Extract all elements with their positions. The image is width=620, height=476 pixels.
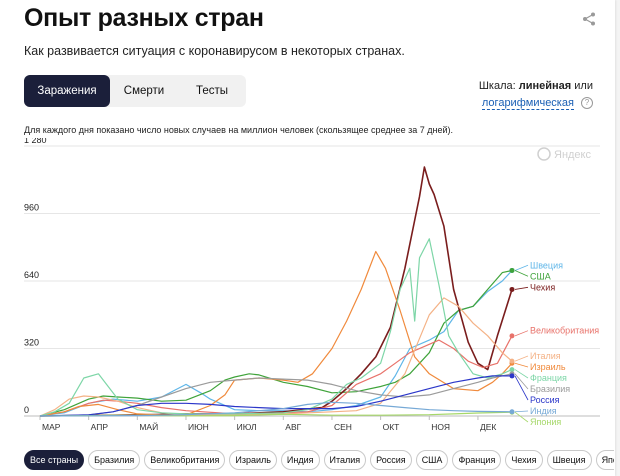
series-line-4	[39, 250, 513, 417]
y-tick-label: 960	[24, 203, 39, 213]
series-leader-5	[514, 355, 529, 362]
scale-switcher: Шкала: линейная или логарифмическая ?	[479, 80, 593, 110]
x-tick-label: ОКТ	[383, 422, 400, 432]
series-line-5	[39, 297, 513, 417]
line-chart: 0 320 640 960 1 280 МАР АПР МАЙ ИЮН ИЮЛ АВГ СЕН ОКТ Н…	[24, 138, 600, 432]
filter-sweden[interactable]: Швеция	[546, 450, 592, 470]
page-subtitle: Как развивается ситуация с коронавирусом…	[24, 44, 405, 58]
y-tick-label: 640	[24, 270, 39, 280]
y-tick-label: 320	[24, 338, 39, 348]
x-tick-label: АВГ	[285, 422, 301, 432]
x-tick-label: МАЙ	[139, 421, 158, 432]
series-label-5: Италия	[530, 351, 561, 361]
series-label-7: Бразилия	[530, 384, 570, 394]
series-label-3: Великобритания	[530, 326, 599, 336]
x-tick-label: СЕН	[334, 422, 352, 432]
series-leader-1	[514, 270, 529, 277]
filter-india[interactable]: Индия	[280, 450, 320, 470]
series-label-0: Швеция	[530, 260, 563, 270]
x-tick-label: АПР	[91, 422, 109, 432]
tab-tests[interactable]: Тесты	[195, 85, 229, 97]
tab-infections[interactable]: Заражения	[24, 75, 110, 107]
series-label-4: Израиль	[530, 362, 566, 372]
x-tick-label: НОЯ	[431, 422, 450, 432]
series-end-dot-1	[509, 267, 515, 273]
filter-france[interactable]: Франция	[452, 450, 502, 470]
metric-tabs: Заражения Смерти Тесты	[24, 75, 246, 107]
series-label-10: Индия	[530, 406, 557, 416]
series-label-9: Япония	[530, 417, 561, 427]
series-line-10	[39, 401, 513, 417]
series-end-dot-2	[509, 286, 515, 292]
series-label-1: США	[530, 271, 551, 281]
watermark-text: Яндекс	[554, 149, 591, 161]
series-leader-8	[514, 375, 529, 401]
series-end-dot-8	[509, 373, 515, 379]
series-leader-2	[514, 286, 529, 290]
series-leader-7	[514, 373, 529, 390]
series-label-2: Чехия	[530, 282, 555, 292]
series-leader-0	[514, 264, 529, 271]
filter-czechia[interactable]: Чехия	[505, 450, 543, 470]
series-end-dot-3	[509, 333, 515, 339]
filter-israel[interactable]: Израиль	[229, 450, 277, 470]
scale-or: или	[574, 80, 593, 92]
series-leader-6	[514, 369, 529, 379]
series-leader-9	[514, 411, 529, 423]
y-tick-label: 0	[24, 405, 29, 415]
series-end-dot-6	[509, 367, 515, 373]
page-title: Опыт разных стран	[24, 4, 264, 32]
series-leader-10	[514, 410, 529, 413]
series-line-3	[39, 335, 513, 417]
y-tick-label: 1 280	[24, 138, 47, 145]
series-end-dot-5	[509, 358, 515, 364]
filter-all-countries[interactable]: Все страны	[24, 450, 85, 470]
scale-current: линейная	[518, 80, 572, 92]
chart-note: Для каждого дня показано число новых слу…	[24, 125, 453, 135]
x-tick-label: ДЕК	[480, 422, 496, 432]
tab-deaths[interactable]: Смерти	[123, 85, 165, 97]
series-leader-4	[514, 362, 529, 368]
filter-italy[interactable]: Италия	[323, 450, 367, 470]
yandex-logo-icon	[537, 147, 551, 161]
series-line-2	[39, 166, 513, 417]
series-line-0	[39, 270, 513, 417]
filter-usa[interactable]: США	[415, 450, 449, 470]
series-line-1	[39, 269, 513, 417]
filter-japan[interactable]: Япония	[595, 450, 614, 470]
series-line-7	[39, 373, 513, 417]
series-leader-3	[514, 330, 529, 337]
scale-log-link[interactable]: логарифмическая	[481, 97, 574, 110]
scale-prefix: Шкала:	[478, 80, 516, 92]
series-line-8	[39, 375, 512, 417]
series-end-dot-10	[509, 409, 515, 415]
country-filters: Все страны Бразилия Великобритания Израи…	[24, 450, 614, 470]
filter-uk[interactable]: Великобритания	[144, 450, 226, 470]
x-tick-label: ИЮЛ	[237, 422, 257, 432]
series-label-8: Россия	[530, 395, 560, 405]
filter-russia[interactable]: Россия	[370, 450, 412, 470]
x-tick-label: МАР	[42, 422, 61, 432]
filter-brazil[interactable]: Бразилия	[88, 450, 141, 470]
x-tick-label: ИЮН	[188, 422, 209, 432]
scale-line: Шкала: линейная или	[479, 80, 593, 92]
share-icon[interactable]	[582, 12, 596, 26]
series-line-6	[39, 238, 513, 417]
help-icon[interactable]: ?	[581, 97, 593, 110]
series-label-6: Франция	[530, 373, 567, 383]
